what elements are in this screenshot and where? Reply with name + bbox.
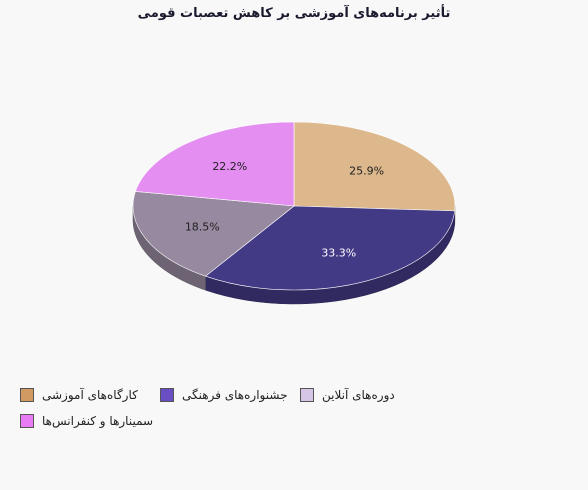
pie-slice [135, 121, 295, 207]
legend: کارگاه‌های آموزشی جشنواره‌های فرهنگی دوره‌… [20, 386, 440, 430]
pie-slice-label: 25.9% [349, 164, 384, 177]
pie-slice [293, 121, 456, 212]
pie-labels: 25.9% 33.3% 18.5% 22.2% [185, 160, 384, 259]
legend-item: دوره‌های آنلاین [300, 386, 440, 404]
legend-item: جشنواره‌های فرهنگی [160, 386, 300, 404]
legend-swatch [300, 388, 314, 402]
pie-slice-label: 22.2% [212, 160, 247, 173]
pie-slice-label: 18.5% [185, 221, 220, 234]
legend-label: دوره‌های آنلاین [322, 388, 395, 402]
pie-tops [132, 121, 456, 291]
pie-slice [132, 191, 295, 277]
pie-slice-label: 33.3% [321, 247, 356, 260]
legend-label: سمینارها و کنفرانس‌ها [42, 414, 154, 428]
chart-title: تأثیر برنامه‌های آموزشی بر کاهش تعصبات ق… [137, 6, 451, 21]
legend-swatch [160, 388, 174, 402]
legend-label: جشنواره‌های فرهنگی [182, 388, 288, 402]
legend-label: کارگاه‌های آموزشی [42, 388, 138, 402]
legend-item: سمینارها و کنفرانس‌ها [20, 412, 160, 430]
legend-item: کارگاه‌های آموزشی [20, 386, 160, 404]
legend-swatch [20, 414, 34, 428]
legend-swatch [20, 388, 34, 402]
